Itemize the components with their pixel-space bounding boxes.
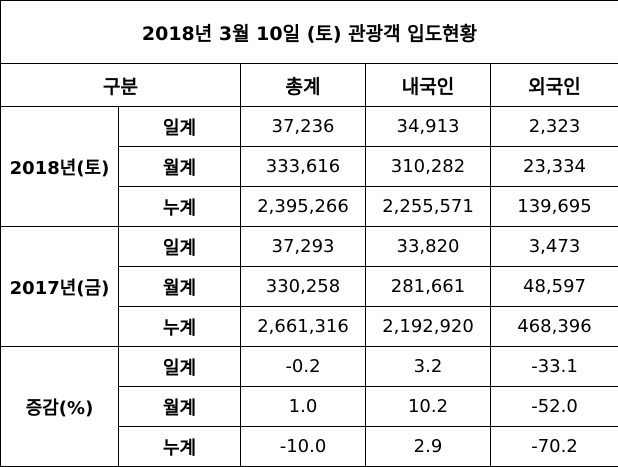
row-label: 누계 [119, 427, 241, 467]
value-cell: -52.0 [491, 387, 618, 427]
row-label: 월계 [119, 387, 241, 427]
value-cell: 3,473 [491, 227, 618, 267]
value-cell: 37,293 [241, 227, 366, 267]
value-cell: -70.2 [491, 427, 618, 467]
value-cell: 139,695 [491, 187, 618, 227]
title-row: 2018년 3월 10일 (토) 관광객 입도현황 [1, 1, 618, 64]
row-label: 일계 [119, 227, 241, 267]
value-cell: 281,661 [366, 267, 491, 307]
group-label: 2018년(토) [1, 107, 119, 227]
value-cell: 23,334 [491, 147, 618, 187]
row-label: 누계 [119, 307, 241, 347]
value-cell: -10.0 [241, 427, 366, 467]
table-title: 2018년 3월 10일 (토) 관광객 입도현황 [1, 1, 618, 64]
value-cell: 33,820 [366, 227, 491, 267]
value-cell: 2.9 [366, 427, 491, 467]
value-cell: 34,913 [366, 107, 491, 147]
group-label: 증감(%) [1, 347, 119, 467]
value-cell: 2,661,316 [241, 307, 366, 347]
value-cell: 3.2 [366, 347, 491, 387]
value-cell: 10.2 [366, 387, 491, 427]
row-label: 월계 [119, 267, 241, 307]
header-cell: 내국인 [366, 64, 491, 107]
group-label: 2017년(금) [1, 227, 119, 347]
header-cell: 구분 [1, 64, 241, 107]
header-cell: 외국인 [491, 64, 618, 107]
value-cell: 48,597 [491, 267, 618, 307]
header-row: 구분 총계 내국인 외국인 [1, 64, 618, 107]
value-cell: 333,616 [241, 147, 366, 187]
header-cell: 총계 [241, 64, 366, 107]
row-label: 누계 [119, 187, 241, 227]
value-cell: 330,258 [241, 267, 366, 307]
value-cell: 2,192,920 [366, 307, 491, 347]
value-cell: 2,255,571 [366, 187, 491, 227]
row-label: 일계 [119, 107, 241, 147]
value-cell: -33.1 [491, 347, 618, 387]
row-label: 월계 [119, 147, 241, 187]
value-cell: 2,395,266 [241, 187, 366, 227]
value-cell: 37,236 [241, 107, 366, 147]
value-cell: 310,282 [366, 147, 491, 187]
value-cell: 2,323 [491, 107, 618, 147]
value-cell: 1.0 [241, 387, 366, 427]
value-cell: 468,396 [491, 307, 618, 347]
row-label: 일계 [119, 347, 241, 387]
value-cell: -0.2 [241, 347, 366, 387]
